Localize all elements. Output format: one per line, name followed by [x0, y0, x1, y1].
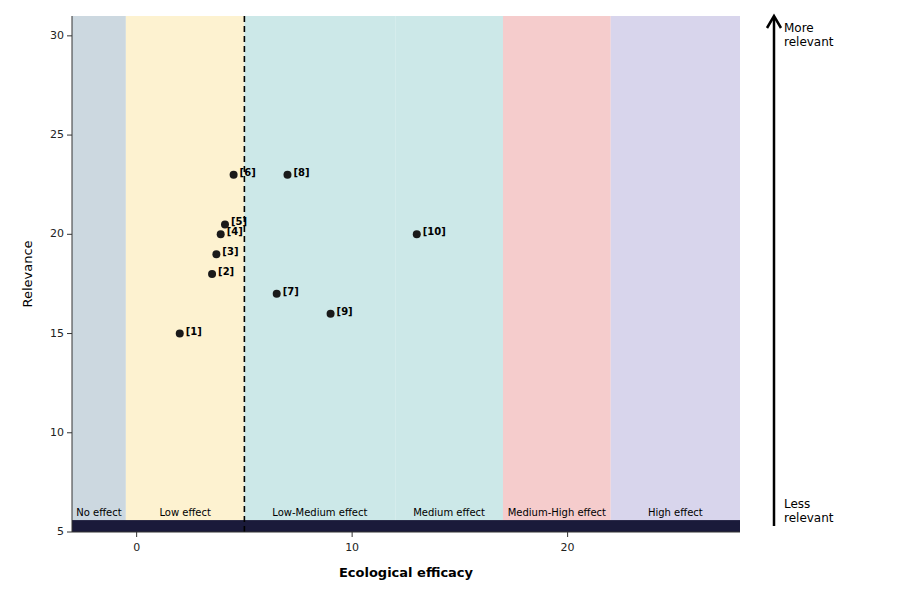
- region-label: Medium-High effect: [508, 507, 606, 518]
- point: [217, 230, 225, 238]
- arrow-label-more: Morerelevant: [784, 21, 834, 49]
- x-tick: [136, 532, 137, 537]
- point: [413, 230, 421, 238]
- point: [273, 290, 281, 298]
- point: [230, 171, 238, 179]
- point-label: [3]: [222, 246, 238, 257]
- x-tick-label: 0: [133, 541, 140, 554]
- plot-area: [72, 16, 740, 532]
- y-tick: [67, 234, 72, 235]
- point-label: [1]: [186, 326, 202, 337]
- point: [208, 270, 216, 278]
- region: [611, 16, 740, 532]
- x-axis-line: [72, 532, 740, 533]
- region-label: Medium effect: [413, 507, 485, 518]
- x-tick: [352, 532, 353, 537]
- y-tick-label: 30: [50, 29, 64, 42]
- y-tick: [67, 532, 72, 533]
- arrow-shaft: [773, 18, 776, 526]
- y-tick: [67, 35, 72, 36]
- point-label: [2]: [218, 266, 234, 277]
- point: [212, 250, 220, 258]
- point-label: [6]: [240, 167, 256, 178]
- arrow-head: [767, 16, 781, 28]
- y-tick-label: 25: [50, 128, 64, 141]
- region: [395, 16, 503, 532]
- region-label: Low effect: [159, 507, 211, 518]
- bottom-bar: [72, 520, 740, 532]
- region: [72, 16, 126, 532]
- arrow-label-less: Lessrelevant: [784, 497, 834, 525]
- y-axis-label: Relevance: [20, 240, 35, 307]
- x-axis-label: Ecological efficacy: [339, 565, 474, 580]
- point-label: [5]: [231, 216, 247, 227]
- point: [283, 171, 291, 179]
- x-tick-label: 20: [561, 541, 575, 554]
- region: [503, 16, 611, 532]
- reference-line: [244, 16, 246, 532]
- chart: No effect Low effect Low-Medium effect Medi…: [0, 0, 902, 600]
- region: [126, 16, 245, 532]
- point: [176, 330, 184, 338]
- y-tick: [67, 135, 72, 136]
- region-label: High effect: [648, 507, 703, 518]
- region: [244, 16, 395, 532]
- point-label: [10]: [423, 226, 446, 237]
- x-tick: [567, 532, 568, 537]
- point-label: [7]: [283, 286, 299, 297]
- y-tick: [67, 432, 72, 433]
- y-tick-label: 15: [50, 327, 64, 340]
- region-label: No effect: [76, 507, 121, 518]
- point-label: [8]: [293, 167, 309, 178]
- y-axis-line: [72, 16, 73, 532]
- region-label: Low-Medium effect: [272, 507, 367, 518]
- x-tick-label: 10: [345, 541, 359, 554]
- point-label: [4]: [227, 226, 243, 237]
- point: [327, 310, 335, 318]
- y-tick: [67, 333, 72, 334]
- point-label: [9]: [337, 306, 353, 317]
- y-tick-label: 20: [50, 227, 64, 240]
- y-tick-label: 5: [57, 525, 64, 538]
- y-tick-label: 10: [50, 426, 64, 439]
